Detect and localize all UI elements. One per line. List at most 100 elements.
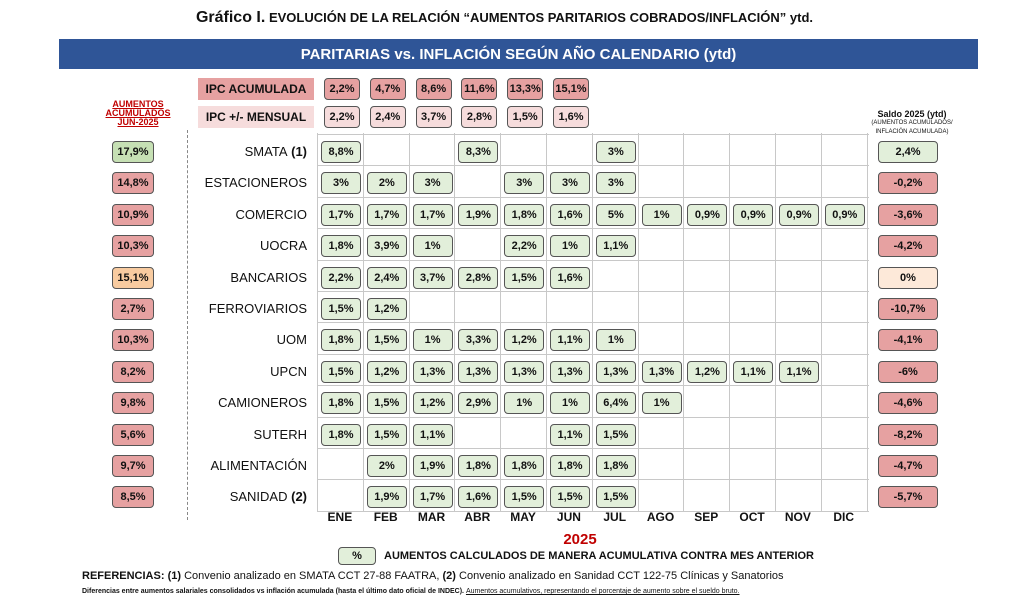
union-name: UOCRA	[260, 238, 307, 254]
monthly-increase: 1,5%	[595, 423, 636, 446]
ipc-mensual-label: IPC +/- MENSUAL	[198, 106, 314, 128]
monthly-increase: 1%	[595, 329, 636, 352]
monthly-increase: 3%	[321, 172, 361, 195]
acumulado-value: 15,1%	[112, 266, 154, 289]
monthly-increase: 1%	[550, 392, 590, 415]
saldo-value: -5,7%	[878, 486, 938, 509]
monthly-increase: 1,7%	[321, 203, 361, 226]
acumulado-value: 9,7%	[112, 455, 154, 477]
month-label: SEP	[694, 510, 719, 524]
monthly-increase: 1,8%	[504, 203, 545, 226]
monthly-increase: 0,9%	[733, 203, 774, 226]
banner: PARITARIAS vs. INFLACIÓN SEGÚN AÑO CALEN…	[59, 39, 978, 69]
month-label: ENE	[327, 510, 353, 524]
monthly-increase: 1%	[641, 203, 682, 226]
grid-vline	[820, 133, 822, 511]
monthly-increase: 3%	[504, 172, 545, 195]
union-name: UOM	[276, 332, 307, 348]
saldo-value: -8,2%	[878, 423, 938, 446]
union-name: SMATA (1)	[244, 144, 307, 159]
monthly-increase: 1,2%	[412, 392, 453, 415]
month-label: JUL	[603, 510, 627, 524]
monthly-increase: 1,9%	[458, 203, 499, 226]
saldo-value: -4,2%	[878, 235, 938, 258]
monthly-increase: 0,9%	[779, 203, 819, 226]
monthly-increase: 0,9%	[687, 203, 728, 226]
saldo-value: -4,6%	[878, 392, 938, 415]
monthly-increase: 1,5%	[366, 423, 407, 446]
legend-swatch: %	[338, 547, 376, 565]
grid-vline	[637, 133, 639, 511]
refs-1-tag: (1)	[167, 570, 182, 582]
ipc-acumulada-value: 13,3%	[507, 78, 544, 100]
monthly-increase: 1,1%	[595, 235, 636, 258]
ipc-acumulada-value: 15,1%	[553, 78, 589, 100]
footnote-b: Aumentos acumulativos, representando el …	[465, 588, 740, 595]
monthly-increase: 1,3%	[412, 360, 453, 383]
grid-hline	[317, 353, 869, 355]
union-name: SUTERH	[253, 426, 307, 442]
monthly-increase: 1,2%	[366, 360, 407, 383]
monthly-increase: 1,3%	[641, 360, 682, 383]
month-label: DIC	[833, 510, 855, 524]
chart-title-prefix: Gráfico I.	[195, 9, 266, 26]
monthly-increase: 1,1%	[779, 360, 819, 383]
grid-vline	[362, 133, 364, 511]
acumulados-title: AUMENTOS ACUMULADOS JUN-2025	[105, 99, 171, 127]
monthly-increase: 2,8%	[458, 266, 499, 289]
month-label: FEB	[373, 510, 398, 524]
monthly-increase: 1,5%	[504, 266, 545, 289]
grid-vline	[546, 133, 547, 511]
grid-vline	[408, 133, 410, 511]
grid-hline	[317, 479, 869, 481]
grid-vline	[500, 133, 502, 511]
acumulado-value: 10,9%	[112, 203, 154, 226]
refs-label: REFERENCIAS:	[82, 570, 165, 582]
grid-vline	[866, 133, 868, 511]
monthly-increase: 1,3%	[458, 360, 499, 383]
monthly-increase: 1,2%	[504, 329, 545, 352]
monthly-increase: 1%	[641, 392, 682, 415]
monthly-increase: 1,7%	[412, 203, 453, 226]
ipc-acumulada-value: 11,6%	[461, 78, 498, 100]
acumulado-value: 2,7%	[112, 298, 154, 320]
monthly-increase: 3%	[412, 172, 453, 195]
divider-line	[187, 130, 188, 520]
union-tag: (1)	[287, 144, 307, 159]
month-label: JUN	[556, 510, 581, 524]
monthly-increase: 1,7%	[366, 203, 407, 226]
monthly-increase: 8,3%	[458, 141, 499, 163]
monthly-increase: 3,9%	[366, 235, 407, 258]
monthly-increase: 1,5%	[595, 486, 636, 509]
union-name: CAMIONEROS	[218, 395, 307, 411]
ipc-mensual-value: 1,6%	[553, 106, 589, 128]
grid-hline	[317, 322, 869, 324]
monthly-increase: 1,1%	[412, 423, 453, 446]
monthly-increase: 1,1%	[550, 423, 590, 446]
saldo-value: -0,2%	[878, 172, 938, 195]
acumulado-value: 9,8%	[112, 392, 154, 415]
grid-vline	[729, 133, 731, 511]
union-name: ALIMENTACIÓN	[210, 458, 307, 473]
monthly-increase: 8,8%	[321, 141, 361, 163]
saldo-value: -4,1%	[878, 329, 938, 352]
saldo-value: -10,7%	[878, 298, 938, 320]
saldo-title-main: Saldo 2025 (ytd)	[877, 109, 947, 119]
legend-text: AUMENTOS CALCULADOS DE MANERA ACUMULATIV…	[384, 550, 815, 562]
monthly-increase: 1%	[504, 392, 545, 415]
grid-hline	[317, 196, 869, 198]
ipc-mensual-value: 3,7%	[415, 106, 452, 128]
grid-hline	[317, 259, 869, 261]
refs-2-tag: (2)	[442, 570, 456, 582]
union-name: BANCARIOS	[230, 269, 307, 285]
monthly-increase: 3%	[550, 172, 590, 195]
monthly-increase: 1,9%	[412, 455, 453, 477]
monthly-increase: 1,2%	[366, 298, 407, 320]
ipc-acumulada-value: 4,7%	[369, 78, 406, 100]
month-label: ABR	[464, 510, 491, 524]
monthly-increase: 1,5%	[550, 486, 590, 509]
monthly-increase: 1,5%	[366, 329, 407, 352]
saldo-title: Saldo 2025 (ytd) (AUMENTOS ACUMULADOS/ I…	[862, 110, 962, 137]
saldo-value: 0%	[878, 266, 938, 289]
monthly-increase: 1,8%	[595, 455, 636, 477]
